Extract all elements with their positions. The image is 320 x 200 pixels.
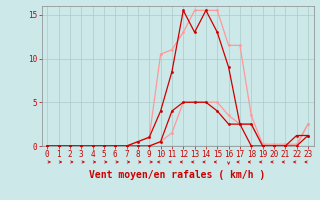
X-axis label: Vent moyen/en rafales ( km/h ): Vent moyen/en rafales ( km/h ): [90, 170, 266, 180]
